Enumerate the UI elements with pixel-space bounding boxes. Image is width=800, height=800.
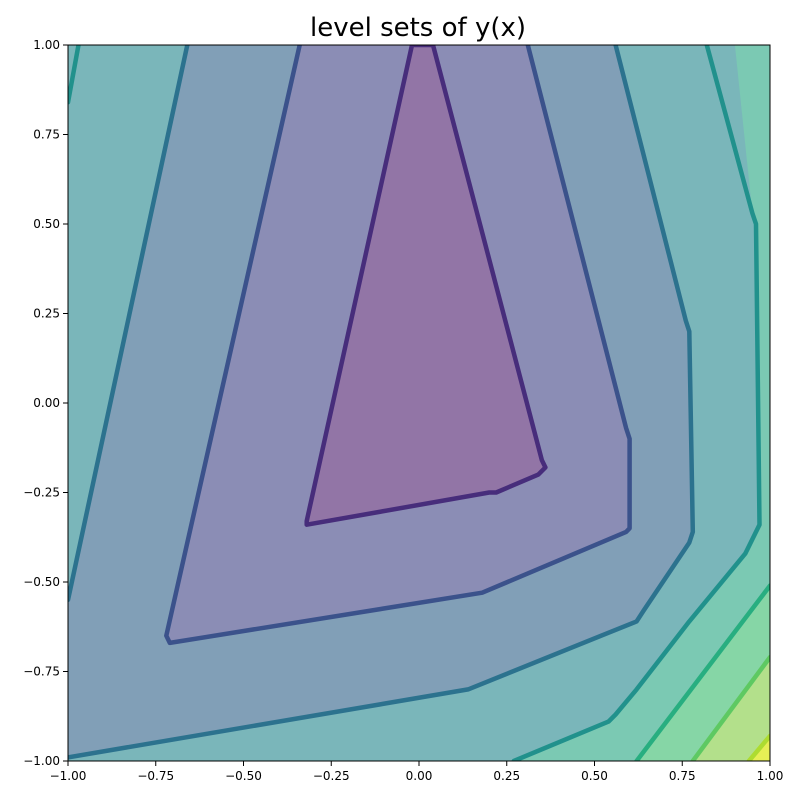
contour-line-1 <box>164 45 632 646</box>
contour-line-4 <box>68 45 81 105</box>
y-tick-label: −1.00 <box>23 754 60 768</box>
x-tick-label: 1.00 <box>757 769 784 783</box>
y-tick-label: 1.00 <box>33 38 60 52</box>
plot-area <box>68 45 770 761</box>
contour-line-8 <box>746 733 770 761</box>
contour-line-2 <box>68 45 190 603</box>
contour-fill-4 <box>306 45 546 525</box>
contour-line-6 <box>634 583 770 761</box>
x-tick-label: 0.75 <box>669 769 696 783</box>
y-tick-label: 0.50 <box>33 217 60 231</box>
contour-line-3 <box>68 45 696 760</box>
x-tick-label: 0.00 <box>406 769 433 783</box>
x-tick-label: −1.00 <box>50 769 87 783</box>
y-tick-label: −0.25 <box>23 486 60 500</box>
y-tick-label: −0.75 <box>23 665 60 679</box>
contour-line-0 <box>304 45 548 527</box>
contour-line-7 <box>690 654 770 761</box>
axes: −1.00 −0.75 −0.50 −0.25 0.00 0.25 0.50 0.75 1.00… <box>23 38 783 783</box>
contour-line-5 <box>511 45 762 761</box>
chart-title: level sets of y(x) <box>310 13 526 43</box>
x-tick-label: −0.50 <box>225 769 262 783</box>
y-tick-label: 0.75 <box>33 128 60 142</box>
x-tick-label: −0.75 <box>137 769 174 783</box>
y-tick-label: −0.50 <box>23 575 60 589</box>
y-tick-label: 0.25 <box>33 307 60 321</box>
x-tick-label: 0.50 <box>581 769 608 783</box>
y-tick-label: 0.00 <box>33 396 60 410</box>
x-tick-label: 0.25 <box>493 769 520 783</box>
x-tick-label: −0.25 <box>313 769 350 783</box>
